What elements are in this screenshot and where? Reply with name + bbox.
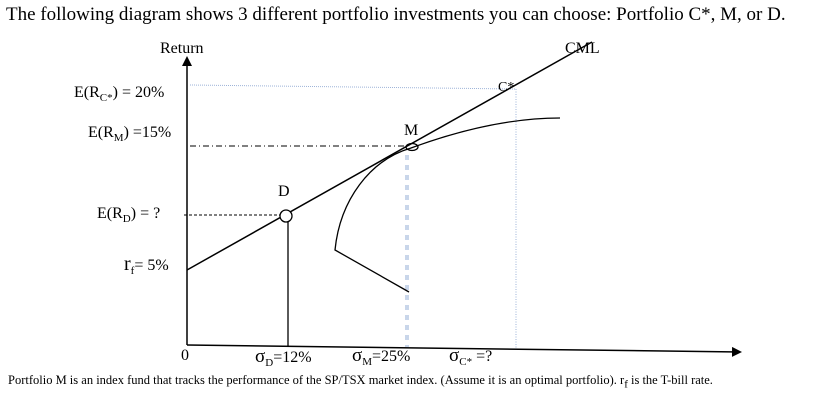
footer-sub: f: [624, 378, 628, 391]
rf-label: rf= 5%: [124, 253, 169, 277]
point-m-label: M: [404, 122, 419, 139]
point-c-label: C*: [498, 80, 515, 95]
sc-sym: σ: [449, 345, 460, 366]
footer-note: Portfolio M is an index fund that tracks…: [8, 373, 713, 391]
rf-post: = 5%: [134, 257, 169, 274]
sd-post: =12%: [273, 349, 312, 366]
efficient-frontier: [334, 117, 561, 293]
point-d: [279, 209, 293, 223]
erd-post: ) = ?: [130, 205, 161, 222]
erd-sub: D: [122, 213, 131, 226]
erc-guide: [189, 84, 516, 90]
erc-post: ) = 20%: [112, 84, 165, 101]
sm-label: σM=25%: [352, 345, 410, 368]
sm-sub: M: [362, 356, 373, 369]
erc-pre: E(R: [74, 84, 100, 101]
cml-line: [186, 41, 593, 271]
rf-sub: f: [130, 265, 135, 278]
point-m: [405, 142, 419, 152]
sd-sub: D: [265, 357, 274, 370]
erc-sub: C*: [99, 92, 113, 105]
y-axis-label: Return: [160, 40, 204, 57]
erd-pre: E(R: [97, 205, 123, 222]
footer-end: is the T-bill rate.: [627, 373, 713, 387]
title: The following diagram shows 3 different …: [6, 4, 786, 25]
rf-pre: r: [124, 253, 131, 275]
erm-label: E(RM) =15%: [88, 124, 171, 144]
sm-sym: σ: [352, 345, 363, 366]
sd-sym: σ: [255, 346, 266, 367]
cml-label: CML: [565, 40, 600, 57]
point-d-label: D: [278, 183, 290, 200]
sc-label: σC* =?: [449, 345, 492, 368]
x-axis: [186, 344, 742, 357]
sc-sub: C*: [459, 356, 473, 369]
erd-label: E(RD) = ?: [97, 205, 160, 225]
sm-post: =25%: [372, 348, 411, 365]
erm-pre: E(R: [88, 124, 114, 141]
erc-label: E(RC*) = 20%: [74, 84, 164, 104]
sd-label: σD=12%: [255, 346, 312, 369]
erm-post: ) =15%: [123, 124, 172, 141]
origin-label: 0: [181, 347, 189, 364]
sc-post: =?: [472, 348, 493, 365]
footer-text: Portfolio M is an index fund that tracks…: [8, 373, 625, 387]
erm-sub: M: [113, 132, 124, 145]
